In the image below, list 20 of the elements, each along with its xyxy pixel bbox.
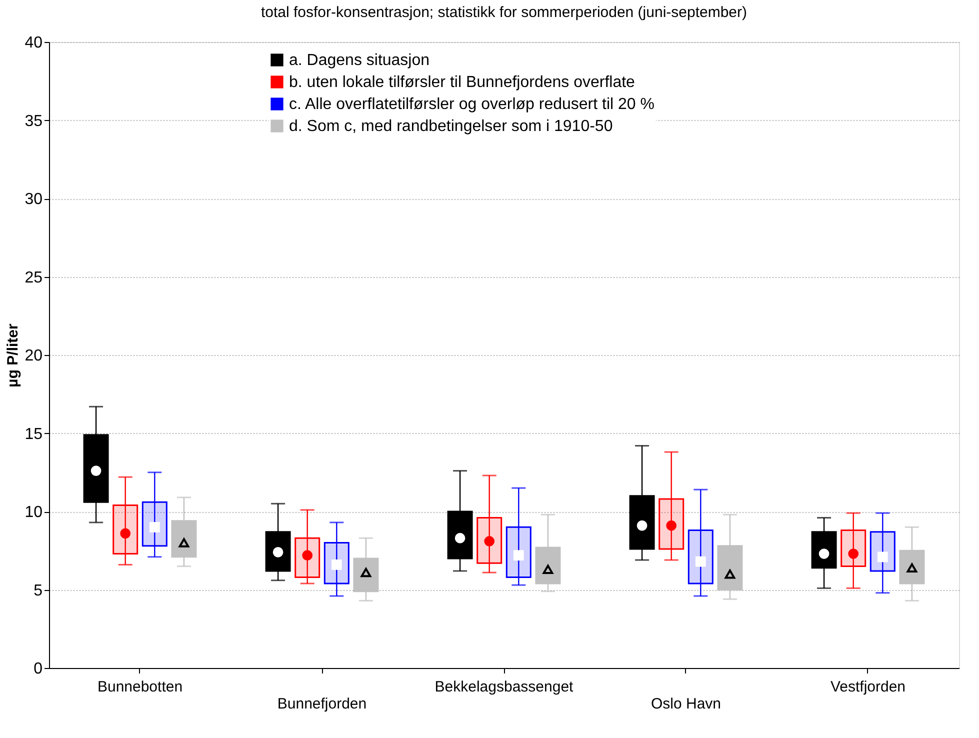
y-axis-title: µg P/liter	[4, 324, 22, 388]
y-tick-label: 15	[24, 426, 43, 443]
y-tick-label: 5	[34, 582, 43, 600]
legend-label: d. Som c, med randbetingelser som i 1910-50	[289, 118, 613, 135]
y-tick-label: 20	[24, 348, 43, 364]
y-tick-label: 10	[24, 504, 43, 521]
x-tick-label: Vestfjorden	[830, 678, 906, 696]
y-tick-label: 40	[24, 34, 43, 52]
x-tick-label: Bunnebotten	[97, 678, 183, 696]
y-tick-label: 30	[24, 191, 43, 208]
y-tick-label: 0	[34, 660, 43, 678]
y-tick-label: 35	[24, 112, 43, 130]
y-tick-label: 25	[24, 269, 43, 286]
legend-label: a. Dagens situasjon	[289, 52, 430, 69]
x-tick-label: Bunnefjorden	[277, 696, 367, 712]
x-tick-label: Oslo Havn	[650, 696, 722, 712]
x-tick-label: Bekkelagsbassenget	[434, 678, 574, 696]
legend-label: c. Alle overflatetilførsler og overløp redusert til 20 %	[289, 96, 654, 113]
chart-title: total fosfor-konsentrasjon; statistikk for sommerperioden (juni-september)	[260, 4, 748, 21]
legend-label: b. uten lokale tilførsler til Bunnefjordens overflate	[289, 74, 636, 91]
